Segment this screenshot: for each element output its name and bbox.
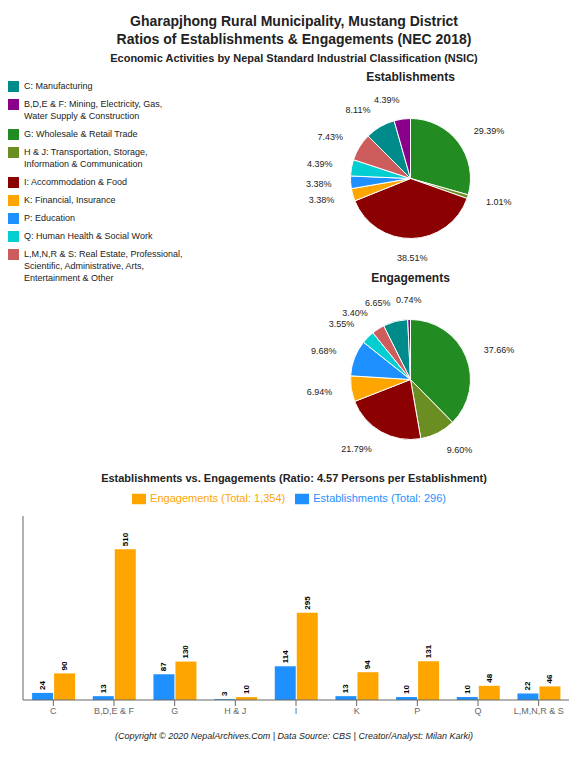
svg-text:87: 87 [159,662,168,671]
svg-text:4.39%: 4.39% [307,159,333,169]
svg-text:130: 130 [181,645,190,659]
svg-text:3.38%: 3.38% [309,195,335,205]
svg-text:24: 24 [38,680,47,689]
svg-text:295: 295 [303,596,312,610]
html-text:L,M,N,R & S: Real Estate, Prof: L,M,N,R & S: Real Estate, Professional, … [24,249,183,283]
svg-text:9.60%: 9.60% [447,445,473,455]
svg-text:6.65%: 6.65% [365,298,391,308]
svg-text:K: K [354,706,360,716]
svg-text:13: 13 [99,684,108,693]
svg-text:I: I [295,706,298,716]
svg-text:0.74%: 0.74% [396,295,422,305]
html-text:H & J: Transportation, Storage: H & J: Transportation, Storage, Informat… [24,147,148,169]
html-text:Q: Human Health & Social Work: Q: Human Health & Social Work [24,231,153,241]
svg-text:H & J: H & J [224,706,246,716]
svg-text:22: 22 [523,681,532,690]
html-text:Economic Activities by Nepal S: Economic Activities by Nepal Standard In… [110,52,478,64]
svg-text:C: C [50,706,57,716]
svg-text:114: 114 [281,650,290,663]
svg-text:P: P [414,706,420,716]
html-text:B,D,E & F: Mining, Electricity: B,D,E & F: Mining, Electricity, Gas, Wat… [24,99,163,121]
html-text:Engagements (Total: 1,354): Engagements (Total: 1,354) [150,492,286,504]
svg-text:3.55%: 3.55% [329,319,355,329]
svg-text:9.68%: 9.68% [311,346,337,356]
svg-text:7.43%: 7.43% [318,132,344,142]
svg-text:46: 46 [545,674,554,683]
svg-text:10: 10 [402,685,411,694]
html-text:C: Manufacturing: C: Manufacturing [24,81,93,91]
svg-text:10: 10 [242,685,251,694]
svg-text:4.39%: 4.39% [374,95,400,105]
svg-text:G: G [171,706,178,716]
svg-text:90: 90 [60,661,69,670]
html-text:(Copyright © 2020 NepalArchive: (Copyright © 2020 NepalArchives.Com | Da… [115,731,473,741]
html-text:Establishments vs. Engagements: Establishments vs. Engagements (Ratio: 4… [101,472,487,484]
html-text:Establishments (Total: 296): Establishments (Total: 296) [313,492,446,504]
svg-text:29.39%: 29.39% [474,126,505,136]
svg-text:3: 3 [220,691,229,696]
html-text:I: Accommodation & Food: I: Accommodation & Food [24,177,128,187]
svg-text:37.66%: 37.66% [484,345,515,355]
html-text:Engagements: Engagements [371,271,450,285]
svg-text:21.79%: 21.79% [341,444,372,454]
svg-text:8.11%: 8.11% [346,105,371,115]
svg-text:48: 48 [485,673,494,682]
svg-text:510: 510 [121,532,130,546]
svg-text:3.40%: 3.40% [342,308,368,318]
html-text:G: Wholesale & Retail Trade: G: Wholesale & Retail Trade [24,129,138,139]
html-text:P: Education: P: Education [24,213,75,223]
svg-text:B,D,E & F: B,D,E & F [94,706,135,716]
svg-text:13: 13 [341,684,350,693]
html-text:K: Financial, Insurance: K: Financial, Insurance [24,195,116,205]
html-text:Gharapjhong Rural Municipality: Gharapjhong Rural Municipality, Mustang … [130,13,458,29]
html-text:Ratios of Establishments & Eng: Ratios of Establishments & Engagements (… [116,31,472,47]
svg-text:6.94%: 6.94% [307,387,333,397]
svg-text:3.38%: 3.38% [306,179,332,189]
html-text:Establishments: Establishments [366,70,455,84]
svg-text:1.01%: 1.01% [486,197,512,207]
svg-text:38.51%: 38.51% [397,253,428,263]
svg-text:131: 131 [424,644,433,658]
svg-text:94: 94 [363,660,372,669]
svg-text:L,M,N,R & S: L,M,N,R & S [514,706,564,716]
svg-text:10: 10 [463,685,472,694]
svg-text:Q: Q [474,706,481,716]
